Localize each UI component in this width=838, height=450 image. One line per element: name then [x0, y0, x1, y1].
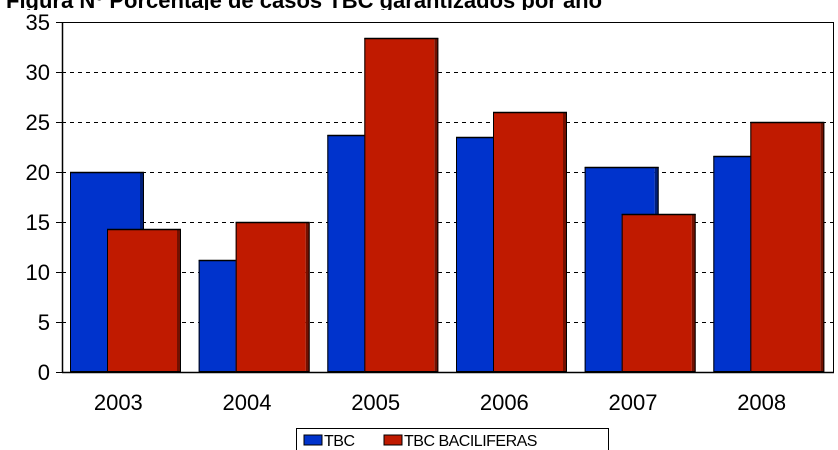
y-tick-label-30: 30	[26, 60, 50, 85]
bars	[70, 37, 825, 372]
y-tick-label-35: 35	[26, 10, 50, 35]
x-tick-label-2005: 2005	[351, 390, 400, 415]
bar-side	[305, 222, 310, 372]
bar-outline	[621, 214, 696, 372]
bar-front	[750, 122, 821, 372]
legend-label: TBC BACILIFERAS	[404, 433, 537, 450]
axes	[56, 22, 834, 374]
legend-entry-tbc: TBC	[303, 433, 355, 450]
y-tick-label-0: 0	[38, 360, 50, 385]
x-tick-label-2007: 2007	[609, 390, 658, 415]
y-tick-label-25: 25	[26, 110, 50, 135]
y-tick-label-10: 10	[26, 260, 50, 285]
bar-side	[177, 229, 181, 372]
bar-outline	[493, 112, 567, 372]
bar-side	[434, 38, 439, 372]
y-tick-labels: 0 5 10 15 20 25 30 35	[26, 10, 50, 385]
y-tick-label-15: 15	[26, 210, 50, 235]
legend: TBC TBC BACILIFERAS	[296, 428, 609, 450]
bar-tbc-baciliferas-2004	[235, 221, 310, 372]
bar-tbc-baciliferas-2007	[621, 213, 696, 372]
bar-outline	[235, 222, 310, 372]
x-tick-label-2008: 2008	[737, 390, 786, 415]
bar-outline	[107, 229, 181, 372]
x-tick-label-2003: 2003	[94, 390, 143, 415]
legend-swatch	[303, 434, 323, 446]
x-tick-labels: 2003 2004 2005 2006 2007 2008	[94, 390, 786, 415]
legend-label: TBC	[324, 433, 355, 450]
legend-box	[296, 428, 609, 450]
bar-front	[493, 112, 563, 372]
bar-side	[563, 112, 567, 372]
bar-side	[820, 122, 825, 372]
bar-tbc-baciliferas-2005	[364, 37, 439, 372]
x-tick-label-2004: 2004	[223, 390, 272, 415]
chart-title: Figura Nº Porcentaje de casos TBC garant…	[6, 0, 602, 13]
bar-tbc-baciliferas-2008	[750, 121, 825, 372]
y-tick-label-20: 20	[26, 160, 50, 185]
bar-front	[364, 38, 435, 372]
bar-front	[107, 229, 177, 372]
bar-front	[621, 214, 692, 372]
bar-tbc-baciliferas-2006	[493, 111, 567, 372]
bar-outline	[750, 122, 825, 372]
legend-swatch	[383, 434, 403, 446]
bar-tbc-baciliferas-2003	[107, 228, 181, 372]
bar-front	[235, 222, 306, 372]
legend-entry-tbc-baciliferas: TBC BACILIFERAS	[383, 433, 537, 450]
bar-side	[691, 214, 696, 372]
x-tick-label-2006: 2006	[480, 390, 529, 415]
bar-outline	[364, 38, 439, 372]
y-tick-label-5: 5	[38, 310, 50, 335]
